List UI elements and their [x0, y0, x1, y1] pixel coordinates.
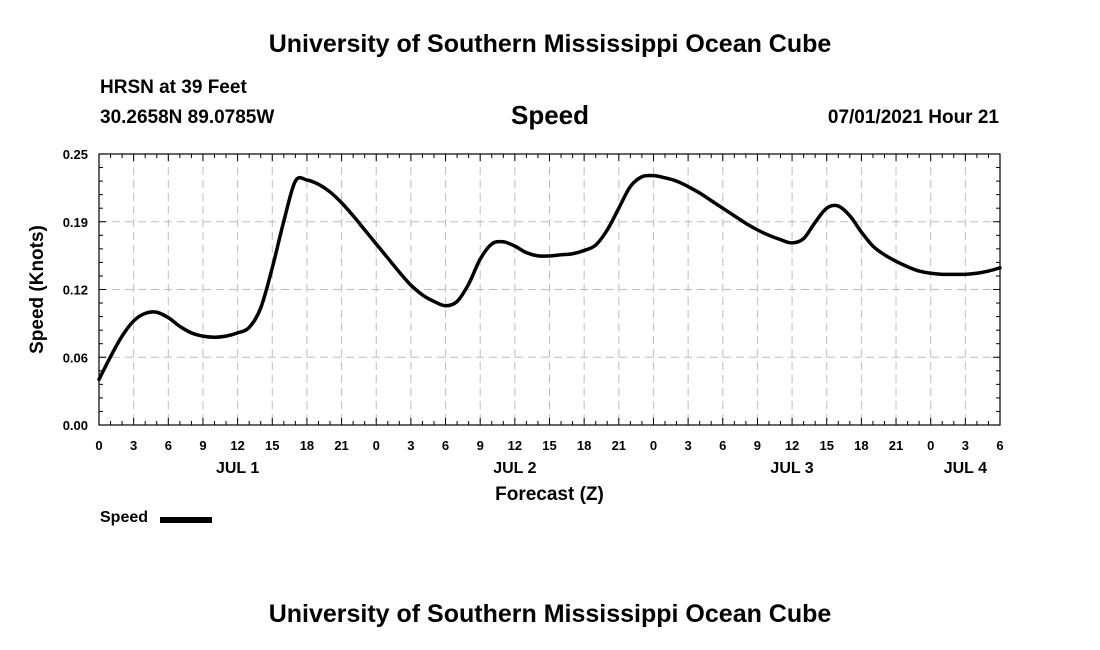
y-tick-label: 0.06 — [63, 350, 88, 365]
x-tick-label: 6 — [165, 438, 172, 453]
x-tick-label: 18 — [854, 438, 868, 453]
x-tick-label: 6 — [996, 438, 1003, 453]
y-tick-label: 0.19 — [63, 215, 88, 230]
x-tick-label: 18 — [577, 438, 591, 453]
x-tick-label: 0 — [650, 438, 657, 453]
x-tick-label: 0 — [373, 438, 380, 453]
station-label: HRSN at 39 Feet — [100, 77, 247, 98]
x-tick-label: 12 — [785, 438, 799, 453]
coordinates-label: 30.2658N 89.0785W — [100, 107, 275, 128]
y-axis-label: Speed (Knots) — [27, 225, 48, 354]
top-title: University of Southern Mississippi Ocean… — [268, 30, 832, 58]
x-tick-label: 18 — [300, 438, 314, 453]
x-tick-label: 0 — [95, 438, 102, 453]
datetime-label: 07/01/2021 Hour 21 — [827, 107, 999, 128]
x-tick-label: 15 — [819, 438, 833, 453]
x-tick-label: 0 — [927, 438, 934, 453]
day-label: JUL 2 — [493, 460, 536, 477]
legend-swatch — [160, 517, 212, 523]
x-tick-label: 9 — [199, 438, 206, 453]
legend-label: Speed — [100, 509, 149, 526]
chart-title: Speed — [510, 100, 590, 130]
day-label: JUL 4 — [944, 460, 987, 477]
y-tick-label: 0.00 — [63, 418, 88, 433]
x-tick-label: 9 — [754, 438, 761, 453]
bottom-title: University of Southern Mississippi Ocean… — [268, 600, 832, 628]
x-tick-label: 12 — [508, 438, 522, 453]
y-tick-label: 0.25 — [63, 147, 88, 162]
x-tick-label: 15 — [542, 438, 556, 453]
x-tick-label: 3 — [130, 438, 137, 453]
day-label: JUL 3 — [770, 460, 813, 477]
x-axis-label: Forecast (Z) — [495, 484, 604, 505]
y-tick-label: 0.12 — [63, 283, 88, 298]
x-tick-label: 15 — [265, 438, 279, 453]
x-tick-label: 12 — [230, 438, 244, 453]
x-tick-label: 21 — [334, 438, 348, 453]
x-tick-label: 21 — [889, 438, 903, 453]
x-tick-label: 3 — [962, 438, 969, 453]
day-label: JUL 1 — [216, 460, 259, 477]
x-tick-label: 3 — [684, 438, 691, 453]
plot-frame — [98, 153, 1001, 426]
x-tick-label: 6 — [719, 438, 726, 453]
x-tick-label: 3 — [407, 438, 414, 453]
x-tick-label: 21 — [612, 438, 626, 453]
x-tick-label: 9 — [477, 438, 484, 453]
series-line-speed — [97, 173, 1002, 382]
x-tick-label: 6 — [442, 438, 449, 453]
